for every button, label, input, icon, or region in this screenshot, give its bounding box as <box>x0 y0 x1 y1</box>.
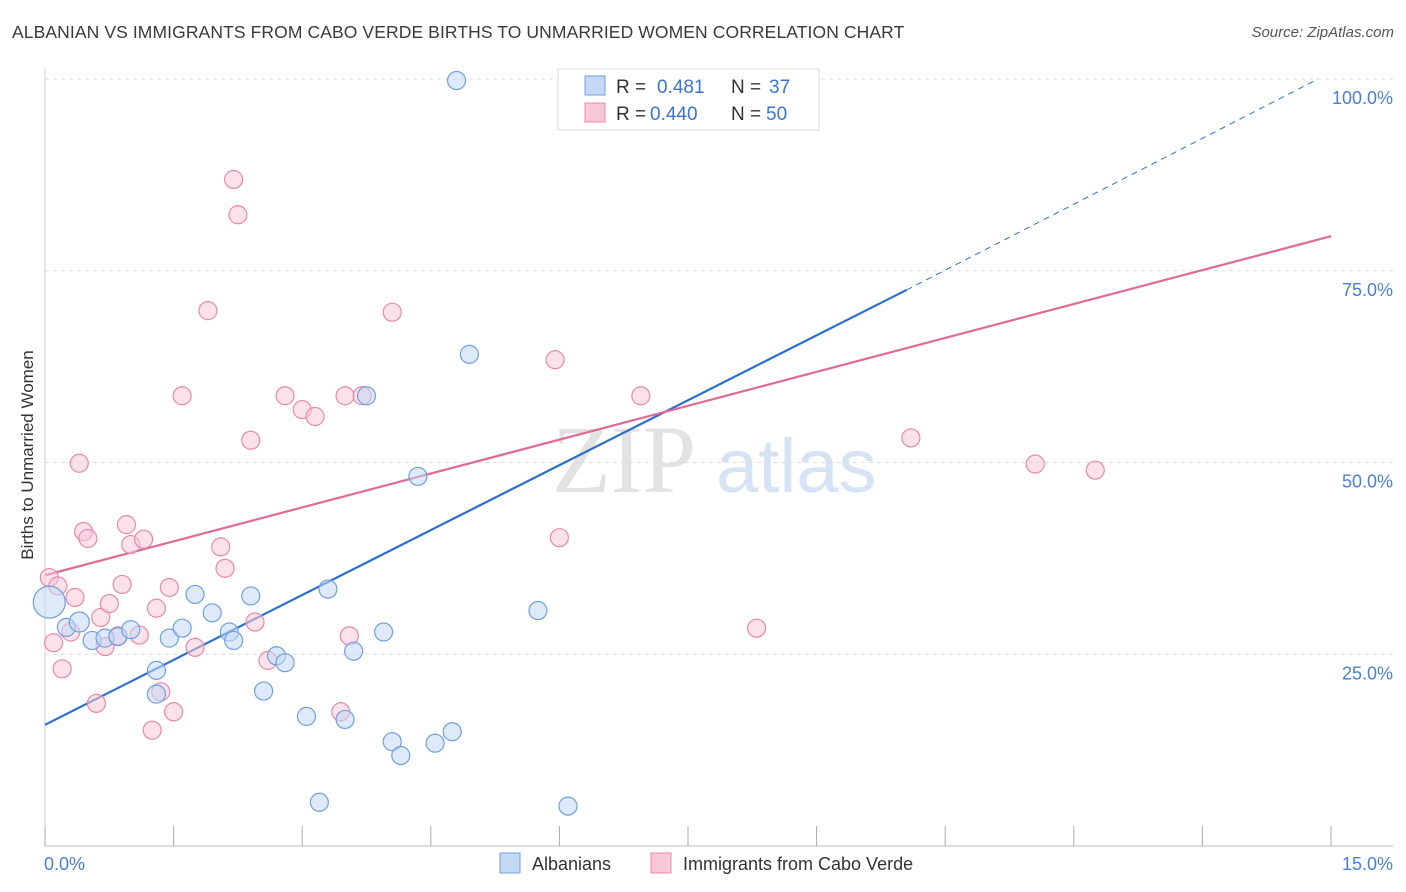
legend-r-value: 0.481 <box>657 77 705 98</box>
cabo-verde-point <box>241 430 261 450</box>
albanians-point <box>318 579 338 599</box>
albanians-point <box>275 653 295 673</box>
cabo-verde-point <box>631 386 651 406</box>
albanians-point <box>202 603 222 623</box>
albanians-point <box>528 600 548 621</box>
cabo-verde-point <box>164 702 184 722</box>
albanians-point <box>224 630 244 651</box>
watermark: ZIP atlas <box>552 406 877 513</box>
cabo-verde-point <box>69 453 89 473</box>
albanians-trend-extension <box>906 78 1319 291</box>
gridlines <box>45 78 1393 655</box>
albanians-point <box>185 584 205 605</box>
albanians-point <box>425 733 445 753</box>
albanians-point <box>374 622 394 642</box>
cabo-verde-point <box>116 515 137 535</box>
cabo-verde-point <box>245 612 265 632</box>
cabo-verde-point <box>275 386 295 406</box>
cabo-verde-point <box>228 205 248 225</box>
legend-r-label: R = <box>616 77 646 98</box>
source-note: Source: ZipAtlas.com <box>1251 24 1394 41</box>
legend-swatch-cabo-verde <box>584 102 606 123</box>
y-tick-label: 25.0% <box>1342 663 1393 683</box>
series-legend: Albanians Immigrants from Cabo Verde <box>499 852 913 874</box>
cabo-verde-point <box>99 594 119 614</box>
cabo-verde-point <box>146 598 167 618</box>
cabo-verde-point <box>133 529 154 549</box>
y-axis-title: Births to Unmarried Women <box>18 350 37 559</box>
cabo-verde-point <box>901 428 921 448</box>
albanians-point <box>558 796 578 816</box>
albanians-point <box>146 660 167 680</box>
legend-label-cabo-verde: Immigrants from Cabo Verde <box>683 854 913 874</box>
legend-n-label: N = <box>731 104 761 125</box>
legend-swatch-albanians <box>499 852 521 874</box>
cabo-verde-point <box>198 301 218 321</box>
cabo-verde-point <box>305 406 325 427</box>
cabo-verde-point <box>746 618 767 638</box>
y-tick-label: 100.0% <box>1332 88 1393 108</box>
albanians-point <box>356 386 377 406</box>
y-tick-label: 75.0% <box>1342 280 1393 300</box>
stats-legend: R = 0.481 N = 37 R = 0.440 N = 50 <box>557 68 820 131</box>
albanians-point <box>121 620 141 640</box>
albanians-point <box>32 585 66 619</box>
watermark-atlas: atlas <box>716 424 877 509</box>
albanians-point <box>309 792 329 812</box>
cabo-verde-point <box>65 587 85 608</box>
cabo-verde-point <box>335 386 355 406</box>
albanians-point <box>241 586 261 606</box>
albanians-point <box>172 618 192 638</box>
albanians-point <box>146 684 167 704</box>
albanians-point <box>159 628 179 648</box>
cabo-verde-point <box>545 350 565 370</box>
legend-r-label: R = <box>616 104 646 125</box>
albanians-point <box>459 344 479 364</box>
x-tick-label-max: 15.0% <box>1342 854 1393 874</box>
legend-n-label: N = <box>731 77 761 98</box>
cabo-verde-point <box>52 659 72 679</box>
cabo-verde-point <box>43 633 64 653</box>
cabo-verde-point <box>1025 454 1045 474</box>
cabo-verde-point <box>172 386 192 406</box>
albanians-point <box>254 681 274 701</box>
albanians-point <box>442 722 462 742</box>
cabo-verde-point <box>112 574 132 595</box>
cabo-verde-point <box>78 528 98 549</box>
albanians-point <box>296 706 317 726</box>
albanians-point <box>68 611 90 633</box>
legend-label-albanians: Albanians <box>532 854 611 874</box>
axes <box>44 68 1393 847</box>
x-tick-label-min: 0.0% <box>44 854 85 874</box>
legend-n-value: 37 <box>769 77 790 98</box>
cabo-verde-point <box>86 693 107 713</box>
cabo-verde-point <box>185 637 205 657</box>
albanians-point <box>335 709 355 730</box>
chart-title: ALBANIAN VS IMMIGRANTS FROM CABO VERDE B… <box>12 22 905 42</box>
albanians-point <box>408 466 428 486</box>
albanians-point <box>446 70 467 91</box>
cabo-verde-point <box>142 720 162 740</box>
data-points <box>32 70 1105 816</box>
albanians-point <box>391 745 411 766</box>
albanians-point <box>382 732 402 752</box>
y-tick-label: 50.0% <box>1342 472 1393 492</box>
cabo-verde-point <box>211 537 231 557</box>
cabo-verde-point <box>1085 460 1105 480</box>
legend-swatch-cabo-verde <box>650 852 672 874</box>
watermark-zip: ZIP <box>552 406 696 513</box>
cabo-verde-point <box>382 302 402 322</box>
albanians-point <box>344 641 364 661</box>
cabo-verde-point <box>224 169 244 190</box>
legend-r-value: 0.440 <box>650 104 698 125</box>
cabo-verde-point <box>159 577 179 598</box>
cabo-verde-point <box>215 558 235 578</box>
legend-n-value: 50 <box>766 104 787 125</box>
cabo-verde-trend-line <box>44 235 1332 577</box>
cabo-verde-point <box>91 607 111 628</box>
cabo-verde-point <box>549 528 570 548</box>
legend-swatch-albanians <box>584 75 606 96</box>
y-tick-labels: 25.0% 50.0% 75.0% 100.0% <box>1332 88 1393 683</box>
